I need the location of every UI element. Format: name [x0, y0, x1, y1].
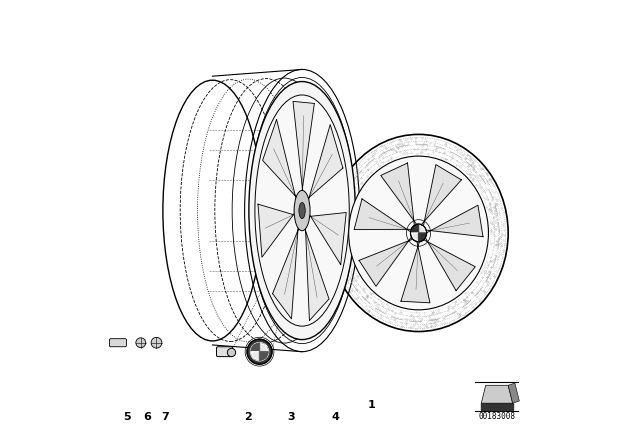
Polygon shape	[419, 225, 426, 233]
Ellipse shape	[249, 82, 355, 340]
Polygon shape	[303, 220, 329, 321]
Ellipse shape	[299, 202, 305, 219]
Polygon shape	[481, 403, 513, 410]
Polygon shape	[508, 383, 520, 403]
Polygon shape	[260, 343, 268, 352]
Polygon shape	[251, 352, 260, 361]
Text: 2: 2	[244, 412, 252, 422]
Circle shape	[247, 339, 272, 364]
Text: 1: 1	[367, 401, 376, 410]
FancyBboxPatch shape	[216, 347, 233, 357]
Polygon shape	[262, 120, 300, 206]
Polygon shape	[293, 101, 314, 199]
Polygon shape	[354, 199, 412, 233]
Text: 5: 5	[124, 412, 131, 422]
Polygon shape	[412, 225, 419, 233]
Polygon shape	[306, 211, 346, 265]
Circle shape	[151, 337, 162, 348]
Polygon shape	[425, 205, 483, 237]
Text: 4: 4	[332, 412, 340, 422]
Polygon shape	[419, 233, 426, 241]
Polygon shape	[258, 204, 298, 257]
Polygon shape	[260, 352, 268, 361]
Ellipse shape	[255, 95, 349, 326]
Text: 3: 3	[287, 412, 294, 422]
Polygon shape	[481, 385, 513, 403]
Ellipse shape	[410, 224, 427, 242]
Polygon shape	[401, 241, 430, 303]
Text: 7: 7	[161, 412, 170, 422]
Ellipse shape	[294, 190, 310, 231]
Polygon shape	[305, 125, 343, 207]
Text: 00183008: 00183008	[479, 412, 515, 421]
Polygon shape	[359, 236, 413, 286]
Circle shape	[136, 338, 146, 348]
Ellipse shape	[349, 156, 488, 310]
Polygon shape	[273, 219, 301, 319]
Polygon shape	[381, 163, 417, 227]
Polygon shape	[423, 237, 476, 291]
Polygon shape	[251, 343, 260, 352]
Polygon shape	[420, 164, 461, 227]
Polygon shape	[412, 233, 419, 241]
Text: 6: 6	[143, 412, 152, 422]
FancyBboxPatch shape	[109, 339, 127, 347]
